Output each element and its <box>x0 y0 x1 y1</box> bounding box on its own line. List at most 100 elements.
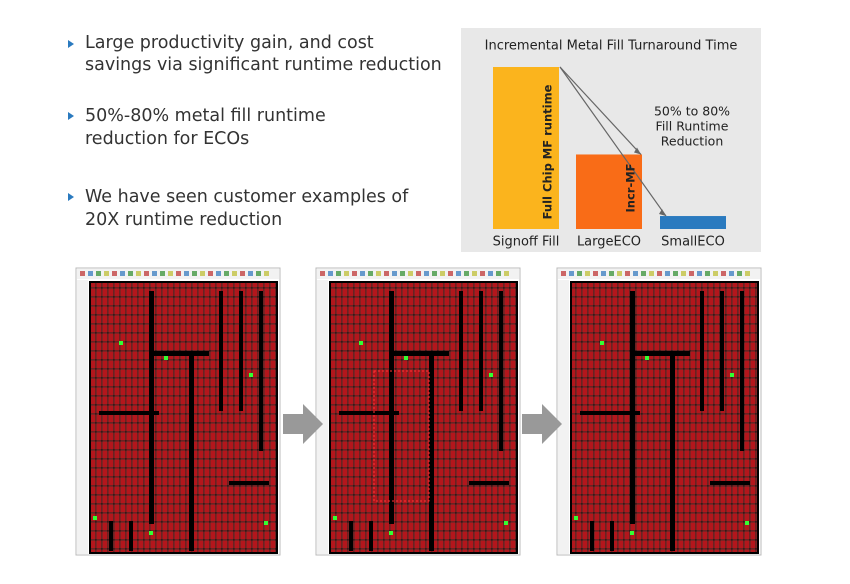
routing-channel <box>499 291 503 451</box>
toolbar-icon <box>697 271 702 276</box>
via <box>489 373 493 377</box>
routing-channel <box>630 291 635 524</box>
toolbar-icon <box>192 271 197 276</box>
routing-channel <box>469 481 509 485</box>
routing-channel <box>369 521 373 551</box>
bar <box>493 67 559 229</box>
toolbar-icon <box>448 271 453 276</box>
toolbar-icon <box>689 271 694 276</box>
via <box>359 341 363 345</box>
via <box>93 516 97 520</box>
bar <box>660 216 726 229</box>
toolbar-icon <box>80 271 85 276</box>
routing-channel <box>590 521 594 551</box>
layout-cells <box>572 283 757 552</box>
toolbar-icon <box>344 271 349 276</box>
toolbar-icon <box>673 271 678 276</box>
x-tick-label: Signoff Fill <box>493 235 560 250</box>
bullet-text: 50%-80% metal fill runtime <box>85 106 326 126</box>
bullet-marker <box>68 40 74 48</box>
eco-region <box>373 370 430 502</box>
annotation: Fill Runtime <box>656 119 729 134</box>
toolbar-icon <box>224 271 229 276</box>
bullet-text: savings via significant runtime reductio… <box>85 55 442 75</box>
via <box>730 373 734 377</box>
toolbar-icon <box>232 271 237 276</box>
via <box>574 516 578 520</box>
toolbar-icon <box>464 271 469 276</box>
routing-channel <box>700 291 704 411</box>
routing-channel <box>99 411 159 415</box>
toolbar-icon <box>152 271 157 276</box>
routing-channel <box>389 291 394 524</box>
pointer-line <box>559 66 642 155</box>
pointer-line <box>559 66 667 217</box>
toolbar-icon <box>200 271 205 276</box>
x-tick-label: SmallECO <box>661 235 725 250</box>
toolbar-icon <box>168 271 173 276</box>
toolbar-icon <box>248 271 253 276</box>
routing-channel <box>459 291 463 411</box>
annotation: 50% to 80% <box>654 104 730 119</box>
bullet-text: reduction for ECOs <box>85 129 249 149</box>
toolbar-icon <box>264 271 269 276</box>
toolbar-icon <box>472 271 477 276</box>
toolbar-icon <box>360 271 365 276</box>
toolbar-icon <box>488 271 493 276</box>
annotation: Reduction <box>661 134 724 149</box>
toolbar-icon <box>184 271 189 276</box>
bullet-marker <box>68 193 74 201</box>
side-toolbar <box>77 280 88 554</box>
routing-channel <box>149 291 154 524</box>
annotation: Full Chip MF runtime <box>541 84 555 219</box>
toolbar-icon <box>368 271 373 276</box>
via <box>164 356 168 360</box>
side-toolbar <box>317 280 328 554</box>
routing-channel <box>610 521 614 551</box>
routing-channel <box>189 351 194 551</box>
toolbar-icon <box>480 271 485 276</box>
toolbar-icon <box>352 271 357 276</box>
via <box>504 521 508 525</box>
bullet-text: Large productivity gain, and cost <box>85 33 374 53</box>
toolbar-icon <box>456 271 461 276</box>
via <box>404 356 408 360</box>
chart: Signoff Fill LargeECO SmallECO Full Chip MF… <box>493 66 730 250</box>
toolbar-icon <box>384 271 389 276</box>
toolbar-icon <box>256 271 261 276</box>
arrow <box>522 404 562 444</box>
toolbar-icon <box>569 271 574 276</box>
routing-channel <box>670 351 675 551</box>
toolbar-icon <box>120 271 125 276</box>
via <box>745 521 749 525</box>
layout-cells <box>91 283 276 552</box>
toolbar-icon <box>136 271 141 276</box>
arrow <box>283 404 323 444</box>
toolbar-icon <box>128 271 133 276</box>
screenshots <box>75 267 762 556</box>
toolbar-icon <box>240 271 245 276</box>
bullet-marker <box>68 112 74 120</box>
routing-channel <box>479 291 483 411</box>
toolbar-icon <box>176 271 181 276</box>
toolbar-icon <box>641 271 646 276</box>
toolbar-icon <box>496 271 501 276</box>
toolbar-icon <box>665 271 670 276</box>
via <box>333 516 337 520</box>
routing-channel <box>389 351 449 356</box>
chart-title: Incremental Metal Fill Turnaround Time <box>485 39 738 54</box>
toolbar-icon <box>593 271 598 276</box>
toolbar-icon <box>104 271 109 276</box>
routing-channel <box>129 521 133 551</box>
toolbar-icon <box>432 271 437 276</box>
toolbar-icon <box>88 271 93 276</box>
via <box>389 531 393 535</box>
toolbar-icon <box>328 271 333 276</box>
toolbar-icon <box>112 271 117 276</box>
via <box>645 356 649 360</box>
bullet-text: 20X runtime reduction <box>85 210 282 230</box>
routing-channel <box>259 291 263 451</box>
toolbar-icon <box>633 271 638 276</box>
toolbar-icon <box>601 271 606 276</box>
